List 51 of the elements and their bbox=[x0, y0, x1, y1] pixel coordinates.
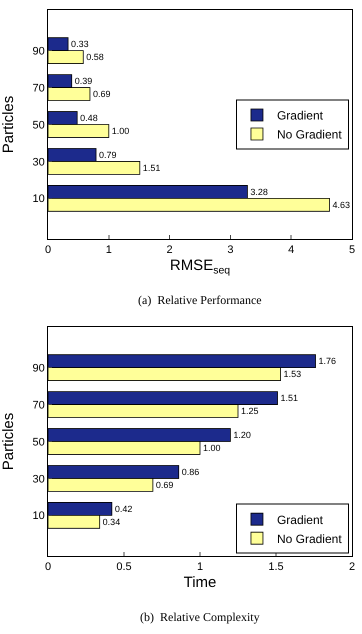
x-axis-title: RMSE$_{seq}$ bbox=[170, 257, 230, 276]
y-tick-label: 10 bbox=[32, 510, 45, 522]
x-tick-label: 0 bbox=[44, 244, 52, 256]
x-tick-label: 2 bbox=[348, 561, 356, 574]
y-tick-label: 50 bbox=[32, 119, 45, 132]
x-tick-label: 0.5 bbox=[116, 561, 132, 574]
y-axis-title: Particles bbox=[0, 96, 17, 154]
x-tick-label: 1 bbox=[196, 561, 204, 574]
data-label: 1.53 bbox=[284, 369, 302, 380]
data-label: 1.00 bbox=[203, 442, 221, 453]
y-tick-label: 90 bbox=[32, 362, 45, 374]
legend-label: Gradient bbox=[276, 512, 324, 527]
legend-label: Gradient bbox=[276, 108, 324, 123]
data-label: 0.34 bbox=[102, 516, 120, 527]
data-label: 1.25 bbox=[241, 406, 259, 416]
x-tick-label: 0 bbox=[44, 561, 52, 574]
data-label: 1.76 bbox=[318, 356, 336, 366]
data-label: 0.48 bbox=[80, 113, 98, 124]
data-label: 1.51 bbox=[142, 162, 160, 173]
y-tick-label: 10 bbox=[32, 193, 45, 206]
x-tick-label: 2 bbox=[166, 244, 173, 256]
x-axis-title: Time bbox=[184, 574, 216, 592]
y-axis-title: Particles bbox=[0, 412, 17, 470]
data-label: 1.20 bbox=[233, 430, 251, 440]
y-tick-label: 70 bbox=[32, 82, 45, 94]
data-label: 0.42 bbox=[114, 504, 132, 514]
data-label: 0.58 bbox=[86, 52, 104, 62]
data-label: 1.51 bbox=[280, 393, 298, 404]
y-tick-label: 30 bbox=[32, 473, 45, 486]
data-label: 0.39 bbox=[74, 76, 92, 86]
x-tick-label: 3 bbox=[227, 244, 234, 256]
x-tick-label: 1 bbox=[106, 244, 112, 256]
data-label: 0.33 bbox=[71, 39, 89, 50]
legend-label: No Gradient bbox=[276, 532, 342, 546]
y-tick-label: 30 bbox=[32, 156, 45, 168]
data-label: 3.28 bbox=[250, 186, 268, 197]
data-label: 1.00 bbox=[112, 126, 130, 136]
y-tick-label: 70 bbox=[32, 399, 45, 412]
data-label: 4.63 bbox=[332, 200, 350, 210]
data-label: 0.69 bbox=[92, 89, 110, 100]
x-tick-label: 4 bbox=[288, 244, 294, 256]
data-label: 0.79 bbox=[99, 150, 117, 160]
x-tick-label: 5 bbox=[348, 244, 356, 256]
y-tick-label: 50 bbox=[32, 436, 45, 448]
legend-label: No Gradient bbox=[276, 128, 342, 142]
text: (b) Relative Complexity bbox=[140, 610, 260, 624]
data-label: 0.86 bbox=[182, 466, 200, 477]
x-tick-label: 1.5 bbox=[268, 561, 284, 574]
data-label: 0.69 bbox=[156, 480, 174, 490]
text: (a) Relative Performance bbox=[138, 293, 262, 307]
y-tick-label: 90 bbox=[32, 45, 45, 58]
